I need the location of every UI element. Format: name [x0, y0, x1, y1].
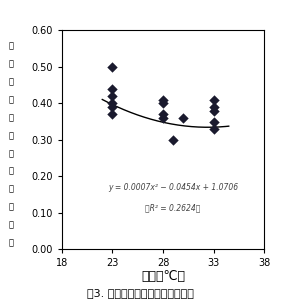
Point	[161, 112, 165, 117]
Text: y = 0.0007x² − 0.0454x + 1.0706: y = 0.0007x² − 0.0454x + 1.0706	[108, 184, 238, 192]
Text: 効: 効	[9, 77, 14, 86]
Point	[211, 126, 216, 131]
Text: 図3. 環境温度と飼料効率との関係: 図3. 環境温度と飼料効率との関係	[87, 288, 194, 298]
Point	[110, 94, 115, 98]
Text: ／: ／	[9, 167, 14, 176]
Point	[211, 119, 216, 124]
Text: 料: 料	[9, 59, 14, 68]
Point	[110, 86, 115, 91]
Point	[110, 101, 115, 106]
Point	[211, 105, 216, 109]
Text: （R² = 0.2624）: （R² = 0.2624）	[145, 203, 201, 212]
Text: 温度（℃）: 温度（℃）	[141, 270, 185, 283]
Point	[110, 112, 115, 117]
Text: 率: 率	[9, 95, 14, 104]
Point	[171, 137, 175, 142]
Text: 増: 増	[9, 131, 14, 140]
Point	[211, 108, 216, 113]
Point	[181, 116, 185, 120]
Point	[211, 97, 216, 102]
Text: 量: 量	[9, 221, 14, 230]
Point	[161, 101, 165, 106]
Point	[110, 105, 115, 109]
Text: 飼: 飼	[9, 41, 14, 50]
Text: （: （	[9, 113, 14, 122]
Text: ）: ）	[9, 239, 14, 248]
Text: 体: 体	[9, 149, 14, 158]
Text: 取: 取	[9, 203, 14, 212]
Point	[161, 116, 165, 120]
Text: 摂: 摂	[9, 185, 14, 194]
Point	[161, 97, 165, 102]
Point	[110, 64, 115, 69]
